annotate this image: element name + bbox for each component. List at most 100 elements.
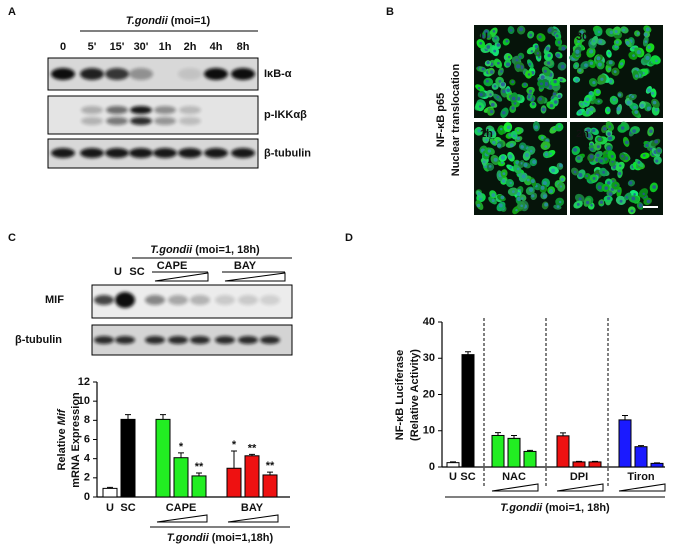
nucleus: [551, 168, 556, 173]
wedge: [618, 483, 666, 492]
nucleus: [544, 81, 549, 86]
blot-frame: [47, 95, 259, 135]
lane-label: 2h: [184, 41, 197, 53]
nucleus: [625, 41, 630, 45]
nucleus: [600, 77, 604, 81]
nucleus: [631, 95, 635, 99]
error-bar: [654, 462, 660, 464]
nucleus: [491, 199, 495, 203]
nucleus: [586, 133, 592, 138]
bar: [523, 450, 537, 468]
nucleus: [534, 125, 539, 130]
nucleus: [636, 32, 640, 35]
error-bar: [560, 432, 566, 436]
nucleus: [496, 43, 501, 47]
group-label: Tiron: [627, 471, 655, 483]
wedge: [491, 483, 539, 492]
blot-band: [215, 336, 235, 344]
nucleus: [511, 106, 515, 110]
nucleus: [643, 32, 648, 37]
nucleus: [645, 27, 650, 32]
nucleus: [646, 106, 651, 111]
nucleus: [528, 89, 533, 93]
nucleus: [538, 97, 543, 101]
nucleus: [521, 174, 526, 179]
row-label: MIF: [45, 294, 64, 306]
nucleus: [655, 59, 658, 63]
bar: [650, 462, 664, 468]
nucleus: [511, 80, 515, 84]
nucleus: [617, 189, 621, 193]
blot-band: [190, 295, 210, 305]
nucleus: [488, 165, 492, 168]
bar: [226, 467, 242, 498]
nucleus: [509, 181, 513, 185]
blot-band: [105, 68, 129, 80]
y-tick-label: 0: [429, 461, 435, 473]
nucleus: [481, 67, 485, 71]
nucleus: [620, 62, 624, 66]
nucleus: [513, 134, 516, 138]
blot-band: [115, 336, 135, 344]
bar: [461, 354, 475, 468]
footer: T.gondii (moi=1, 18h): [500, 502, 610, 514]
nucleus: [496, 143, 502, 148]
blot-band: [51, 68, 75, 80]
nucleus: [557, 124, 561, 128]
y-tick-label: 6: [84, 433, 90, 445]
significance: **: [266, 460, 275, 472]
nucleus: [578, 110, 582, 115]
panel-label: A: [8, 6, 16, 18]
blot-title-part: T.gondii: [150, 244, 193, 256]
nucleus: [557, 94, 562, 99]
bar: [262, 474, 278, 498]
nucleus: [496, 95, 500, 99]
nucleus: [515, 58, 519, 62]
nucleus: [523, 162, 528, 167]
nucleus: [602, 170, 606, 174]
nucleus: [651, 91, 655, 95]
nucleus: [519, 27, 524, 32]
nucleus: [500, 155, 506, 160]
nucleus: [585, 200, 590, 205]
nucleus: [652, 185, 657, 189]
nucleus: [557, 40, 561, 44]
nucleus: [507, 55, 511, 59]
nucleus: [555, 34, 559, 38]
error-bar: [196, 472, 202, 476]
nucleus: [520, 204, 524, 208]
blot-band: [178, 68, 202, 80]
nucleus: [555, 53, 561, 58]
blot-title-part: (moi=1, 18h): [195, 244, 260, 256]
nucleus: [626, 100, 631, 105]
nucleus: [647, 45, 651, 49]
nucleus: [540, 136, 544, 140]
nucleus: [560, 177, 565, 182]
nucleus: [515, 160, 520, 165]
nucleus: [500, 195, 505, 200]
blot-band: [154, 117, 176, 125]
nucleus: [484, 29, 489, 35]
nucleus: [476, 203, 481, 208]
bar: [120, 418, 136, 498]
nucleus: [486, 61, 490, 65]
nucleus: [634, 74, 639, 78]
nucleus: [480, 34, 485, 39]
nucleus: [608, 125, 612, 128]
nucleus: [632, 47, 635, 50]
y-tick-label: 10: [78, 395, 90, 407]
nucleus: [511, 96, 516, 101]
nucleus: [478, 192, 481, 195]
nucleus: [547, 53, 551, 58]
nucleus: [540, 185, 545, 190]
nucleus: [604, 186, 608, 190]
lane-label: SC: [129, 266, 144, 278]
blot-band: [238, 295, 258, 305]
wedge: [154, 272, 209, 282]
row-label: p-IKKαβ: [264, 109, 307, 121]
lane-label: 30': [134, 41, 149, 53]
nucleus: [608, 192, 613, 197]
nucleus: [599, 159, 603, 163]
nucleus: [544, 145, 548, 148]
nucleus: [614, 30, 618, 34]
